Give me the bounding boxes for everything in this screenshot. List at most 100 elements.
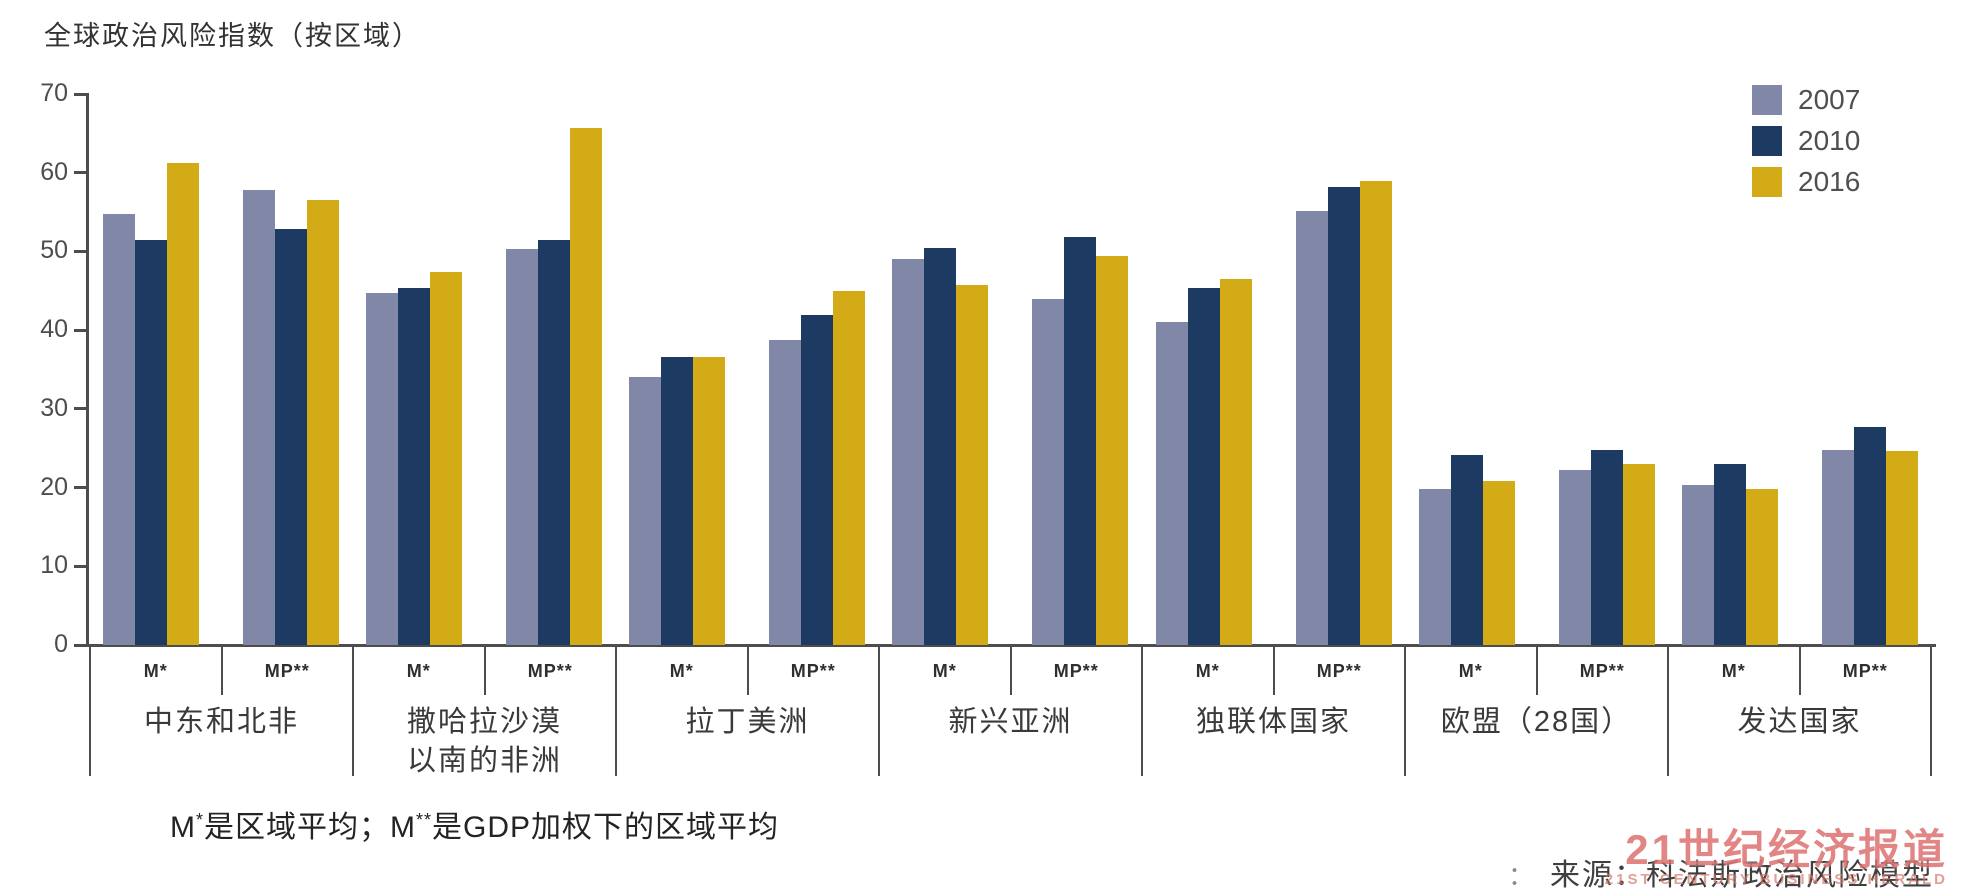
bar-2016-MP**-拉丁美洲 xyxy=(833,290,866,645)
group-divider xyxy=(220,647,223,695)
region-bars-撒哈拉沙漠以南的非洲 xyxy=(352,94,615,645)
y-tick-label-0: 0 xyxy=(54,630,68,658)
region-bars-拉丁美洲 xyxy=(616,94,879,645)
group-labels: M* MP** xyxy=(1143,647,1404,695)
footnote: M*是区域平均；M**是GDP加权下的区域平均 xyxy=(170,802,779,846)
bar-2016-M*-拉丁美洲 xyxy=(693,356,726,645)
bar-2010-MP**-新兴亚洲 xyxy=(1064,236,1097,645)
footnote-sup2: ** xyxy=(416,810,433,830)
bar-2010-M*-独联体国家 xyxy=(1187,288,1220,645)
y-tick-60 xyxy=(74,171,87,175)
group-divider xyxy=(1798,647,1801,695)
group-labels: M* MP** xyxy=(91,647,352,695)
region-bars-欧盟（28国） xyxy=(1405,94,1668,645)
legend-item-2016: 2016 xyxy=(1752,166,1860,198)
bar-2007-M*-欧盟（28国） xyxy=(1419,489,1452,645)
bar-2010-MP**-欧盟（28国） xyxy=(1591,449,1624,645)
group-label-MP**: MP** xyxy=(790,660,836,681)
region-label-拉丁美洲: 拉丁美洲 xyxy=(685,706,810,738)
bar-2007-MP**-发达国家 xyxy=(1822,449,1855,645)
region-bars-独联体国家 xyxy=(1142,94,1405,645)
footnote-m1: M xyxy=(170,811,196,844)
bar-2010-MP**-发达国家 xyxy=(1854,427,1887,645)
bar-group-拉丁美洲-MP** xyxy=(769,290,866,645)
group-label-MP**: MP** xyxy=(1316,660,1362,681)
y-tick-label-40: 40 xyxy=(40,315,68,344)
y-tick-label-20: 20 xyxy=(40,472,68,501)
group-label-M*: M* xyxy=(1458,660,1483,681)
bar-2016-M*-新兴亚洲 xyxy=(956,285,989,645)
x-axis-baseline xyxy=(75,644,1936,647)
bar-2010-M*-撒哈拉沙漠以南的非洲 xyxy=(397,288,430,645)
bar-2016-MP**-独联体国家 xyxy=(1359,180,1392,645)
bar-2007-MP**-独联体国家 xyxy=(1295,211,1328,645)
source-prefix: ： xyxy=(1507,861,1536,891)
bar-group-新兴亚洲-MP** xyxy=(1032,236,1129,645)
source-line: ： 来源：科法斯政治风险模型 xyxy=(1508,850,1934,894)
y-axis-line xyxy=(86,93,89,646)
chart-title: 全球政治风险指数（按区域） xyxy=(44,21,421,51)
group-divider xyxy=(746,647,749,695)
bar-2010-M*-发达国家 xyxy=(1714,464,1747,645)
region-cell-发达国家: M* MP** 发达国家 xyxy=(1667,647,1932,776)
bar-2010-M*-欧盟（28国） xyxy=(1451,455,1484,645)
y-tick-label-10: 10 xyxy=(40,551,68,580)
group-labels: M* MP** xyxy=(617,647,878,695)
bar-2010-M*-新兴亚洲 xyxy=(924,248,957,645)
footnote-sup1: * xyxy=(196,810,205,830)
group-label-MP**: MP** xyxy=(527,660,573,681)
bar-2016-M*-欧盟（28国） xyxy=(1483,480,1516,645)
legend-swatch-2007 xyxy=(1752,85,1782,115)
group-divider xyxy=(483,647,486,695)
y-tick-40 xyxy=(74,328,87,332)
group-label-MP**: MP** xyxy=(1053,660,1099,681)
group-labels: M* MP** xyxy=(354,647,615,695)
bar-group-发达国家-MP** xyxy=(1822,427,1919,645)
bar-2010-MP**-独联体国家 xyxy=(1327,186,1360,645)
legend-label: 2010 xyxy=(1798,125,1861,156)
y-tick-10 xyxy=(74,564,87,568)
group-labels: M* MP** xyxy=(1406,647,1667,695)
region-cell-新兴亚洲: M* MP** 新兴亚洲 xyxy=(878,647,1141,776)
y-tick-label-30: 30 xyxy=(40,393,68,422)
bar-2016-MP**-发达国家 xyxy=(1886,451,1919,645)
y-tick-50 xyxy=(74,249,87,253)
group-label-M*: M* xyxy=(406,660,431,681)
bar-2016-M*-独联体国家 xyxy=(1219,279,1252,645)
bar-2016-MP**-撒哈拉沙漠以南的非洲 xyxy=(569,127,602,645)
group-label-M*: M* xyxy=(932,660,957,681)
group-divider xyxy=(1272,647,1275,695)
bar-group-欧盟（28国）-M* xyxy=(1419,455,1516,645)
bar-2016-M*-中东和北非 xyxy=(166,163,199,645)
category-axis: M* MP** 中东和北非 M* MP** 撒哈拉沙漠 以南的非洲 M* MP** 拉丁美洲 M*… xyxy=(89,647,1932,777)
bar-group-拉丁美洲-M* xyxy=(629,356,726,645)
region-cell-撒哈拉沙漠以南的非洲: M* MP** 撒哈拉沙漠 以南的非洲 xyxy=(352,647,615,777)
legend-item-2007: 2007 xyxy=(1752,84,1860,116)
group-label-M*: M* xyxy=(669,660,694,681)
bar-2007-MP**-撒哈拉沙漠以南的非洲 xyxy=(505,249,538,645)
legend-swatch-2016 xyxy=(1752,167,1782,197)
bar-2007-M*-中东和北非 xyxy=(102,214,135,645)
region-bars-新兴亚洲 xyxy=(879,94,1142,645)
bar-group-独联体国家-MP** xyxy=(1295,180,1392,645)
bar-group-中东和北非-MP** xyxy=(242,190,339,645)
bar-2010-MP**-撒哈拉沙漠以南的非洲 xyxy=(537,239,570,645)
footnote-end: 是GDP加权下的区域平均 xyxy=(432,811,780,844)
legend: 2007 2010 2016 xyxy=(1752,84,1860,198)
bar-group-撒哈拉沙漠以南的非洲-MP** xyxy=(505,127,602,645)
region-cell-欧盟（28国）: M* MP** 欧盟（28国） xyxy=(1404,647,1667,776)
legend-item-2010: 2010 xyxy=(1752,125,1860,157)
region-label-中东和北非: 中东和北非 xyxy=(143,706,299,738)
bar-2016-MP**-欧盟（28国） xyxy=(1623,464,1656,645)
group-label-MP**: MP** xyxy=(1579,660,1625,681)
bar-2007-M*-独联体国家 xyxy=(1155,321,1188,645)
group-divider xyxy=(1535,647,1538,695)
bar-2010-MP**-拉丁美洲 xyxy=(801,315,834,645)
region-bars-中东和北非 xyxy=(89,94,352,645)
bar-2007-MP**-拉丁美洲 xyxy=(769,340,802,645)
region-label-独联体国家: 独联体国家 xyxy=(1195,706,1351,738)
bars-area xyxy=(89,94,1932,645)
group-label-M*: M* xyxy=(1721,660,1746,681)
region-bars-发达国家 xyxy=(1669,94,1932,645)
bar-2016-M*-发达国家 xyxy=(1746,489,1779,645)
